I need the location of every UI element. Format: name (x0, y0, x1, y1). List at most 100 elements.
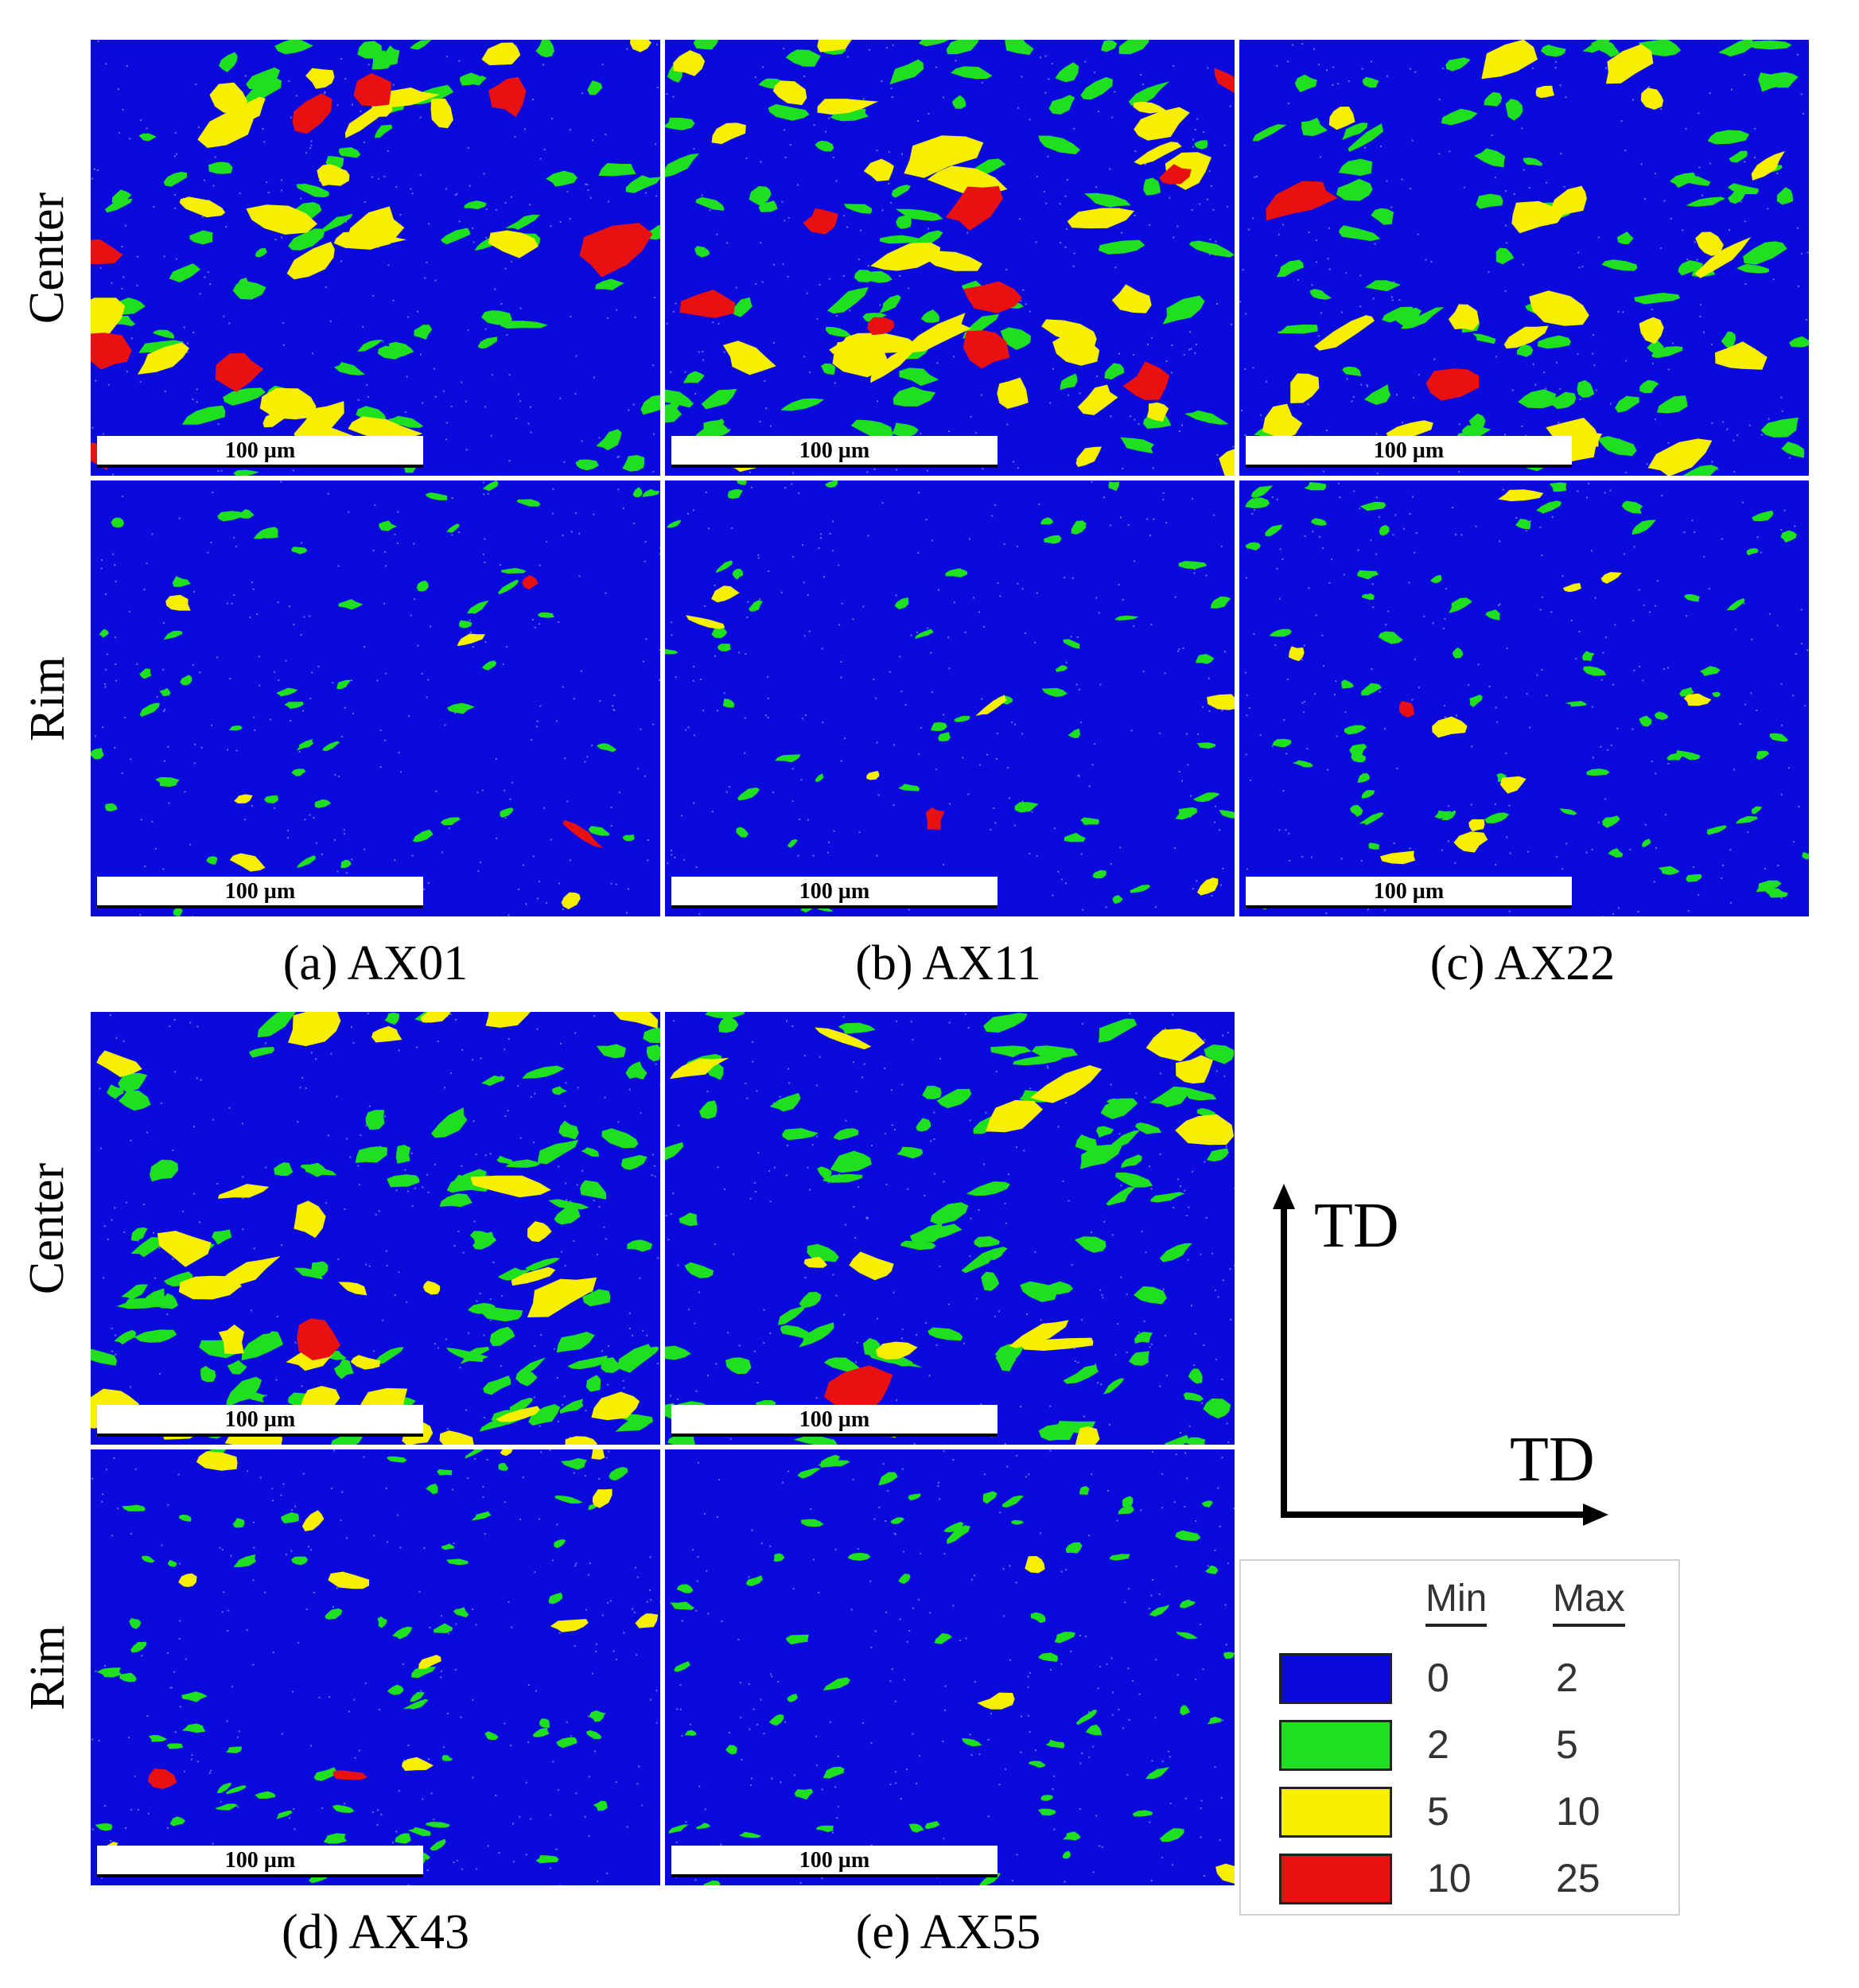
speckle (564, 1265, 566, 1267)
green-grain (1359, 812, 1384, 826)
speckle (1304, 701, 1306, 703)
yellow-grain (849, 1251, 894, 1281)
speckle (352, 1042, 355, 1045)
speckle (252, 588, 255, 590)
speckle (673, 1020, 675, 1022)
speckle (867, 265, 869, 267)
speckle (1103, 1220, 1106, 1223)
speckle (349, 1156, 352, 1158)
speckle (1217, 1296, 1219, 1298)
green-grain (625, 175, 660, 193)
speckle (498, 1852, 500, 1854)
green-grain (778, 1304, 807, 1325)
green-grain (1055, 665, 1068, 672)
green-grain (257, 1012, 296, 1038)
speckle (1114, 91, 1116, 93)
speckle (1120, 1276, 1122, 1278)
speckle (1721, 877, 1723, 879)
green-grain (1736, 263, 1770, 274)
green-grain (1541, 45, 1566, 57)
speckle (626, 912, 628, 914)
speckle (763, 1342, 765, 1344)
green-grain (1188, 1368, 1203, 1384)
speckle (604, 1713, 606, 1715)
speckle (1199, 203, 1201, 205)
speckle (178, 517, 181, 519)
speckle (1337, 482, 1340, 484)
speckle (453, 1244, 456, 1247)
speckle (987, 1739, 990, 1741)
green-grain (920, 1224, 963, 1243)
speckle (1201, 1402, 1203, 1404)
speckle (1178, 771, 1180, 773)
green-grain (158, 1293, 178, 1309)
speckle (585, 183, 587, 185)
speckle (453, 1862, 455, 1864)
speckle (247, 1470, 249, 1473)
speckle (485, 236, 488, 239)
speckle (419, 116, 422, 119)
panel-c-center-map: 100 µm (1239, 40, 1809, 476)
speckle (1708, 588, 1710, 590)
speckle (1632, 620, 1635, 622)
speckle (698, 913, 701, 916)
speckle (451, 497, 453, 500)
speckle (852, 1478, 854, 1480)
speckle (1315, 614, 1317, 617)
green-grain (1196, 742, 1216, 749)
speckle (655, 1690, 658, 1692)
green-grain (782, 1128, 819, 1141)
speckle (216, 656, 219, 659)
speckle (1082, 908, 1084, 911)
speckle (1087, 1711, 1090, 1713)
speckle (1524, 434, 1526, 437)
speckle (876, 741, 878, 744)
speckle (652, 364, 655, 367)
speckle (1499, 603, 1501, 605)
speckle (330, 1052, 333, 1055)
speckle (364, 201, 366, 203)
speckle (1095, 597, 1098, 599)
speckle (746, 617, 749, 618)
speckle (843, 1313, 845, 1316)
speckle (193, 1192, 195, 1195)
green-grain (395, 1833, 411, 1844)
yellow-grain (527, 1277, 597, 1317)
yellow-grain (686, 615, 725, 629)
speckle (1192, 888, 1195, 890)
speckle (754, 76, 756, 78)
speckle (1297, 278, 1300, 281)
speckle (1756, 710, 1758, 711)
speckle (1271, 496, 1274, 498)
green-grain (1038, 1652, 1058, 1662)
speckle (764, 380, 766, 383)
green-grain (535, 1855, 559, 1864)
speckle (890, 201, 892, 204)
green-grain (1108, 481, 1119, 492)
speckle (642, 1329, 644, 1332)
speckle (302, 1473, 305, 1475)
green-grain (1075, 1134, 1097, 1153)
speckle (281, 1733, 283, 1735)
speckle (310, 1745, 313, 1747)
green-grain (1063, 639, 1080, 649)
speckle (536, 1028, 539, 1030)
speckle (1308, 587, 1310, 589)
green-grain (208, 161, 233, 174)
speckle (916, 1782, 918, 1784)
speckle (936, 362, 939, 364)
green-grain (1342, 366, 1362, 376)
speckle (634, 317, 636, 318)
speckle (712, 321, 714, 324)
green-grain (357, 41, 382, 59)
speckle (905, 1768, 908, 1771)
speckle (570, 1735, 573, 1737)
green-grain (1043, 535, 1062, 544)
speckle (129, 138, 131, 140)
speckle (1150, 624, 1153, 626)
speckle (604, 1096, 606, 1099)
speckle (767, 698, 769, 699)
speckle (757, 554, 760, 556)
speckle (607, 317, 609, 319)
speckle (982, 468, 984, 470)
